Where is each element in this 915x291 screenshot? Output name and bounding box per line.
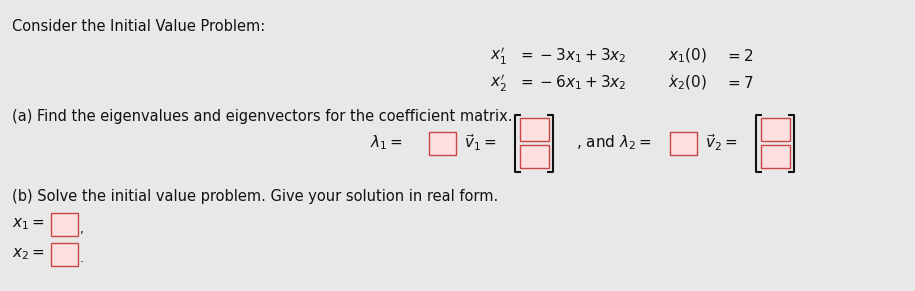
Text: $x_2'$: $x_2'$ [490, 72, 507, 93]
FancyBboxPatch shape [670, 132, 696, 155]
FancyBboxPatch shape [50, 212, 78, 235]
Text: $\vec{v}_1 =$: $\vec{v}_1 =$ [464, 133, 497, 153]
Text: $x_2(0)$: $x_2(0)$ [668, 74, 707, 92]
Text: $= -3x_1 + 3x_2$: $= -3x_1 + 3x_2$ [518, 47, 627, 65]
Text: $x_2 =$: $x_2 =$ [12, 246, 45, 262]
FancyBboxPatch shape [50, 242, 78, 265]
FancyBboxPatch shape [760, 118, 790, 141]
Text: (b) Solve the initial value problem. Give your solution in real form.: (b) Solve the initial value problem. Giv… [12, 189, 499, 204]
Text: $x_1(0)$: $x_1(0)$ [668, 47, 707, 65]
Text: $x_1'$: $x_1'$ [490, 45, 507, 67]
Text: (a) Find the eigenvalues and eigenvectors for the coefficient matrix.: (a) Find the eigenvalues and eigenvector… [12, 109, 512, 124]
Text: $\lambda_1 =$: $\lambda_1 =$ [370, 134, 403, 152]
Text: $= 2$: $= 2$ [725, 48, 754, 64]
FancyBboxPatch shape [520, 118, 548, 141]
Text: $= 7$: $= 7$ [725, 75, 754, 91]
FancyBboxPatch shape [428, 132, 456, 155]
Text: $\vec{v}_2 =$: $\vec{v}_2 =$ [705, 133, 737, 153]
Text: , and $\lambda_2 =$: , and $\lambda_2 =$ [576, 134, 651, 152]
Text: $,$: $,$ [79, 223, 84, 235]
Text: $x_1 =$: $x_1 =$ [12, 216, 45, 232]
FancyBboxPatch shape [760, 145, 790, 168]
Text: $= -6x_1 + 3x_2$: $= -6x_1 + 3x_2$ [518, 74, 627, 92]
Text: $'$: $'$ [670, 72, 674, 86]
Text: $.$: $.$ [79, 253, 83, 265]
Text: Consider the Initial Value Problem:: Consider the Initial Value Problem: [12, 19, 265, 34]
FancyBboxPatch shape [520, 145, 548, 168]
